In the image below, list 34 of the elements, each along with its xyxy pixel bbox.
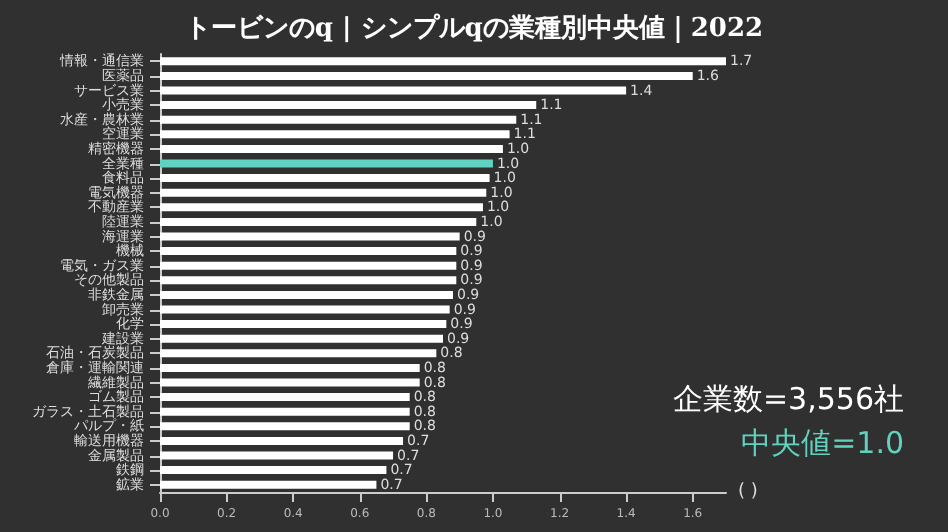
bar bbox=[160, 144, 503, 153]
bar bbox=[160, 203, 483, 212]
bar bbox=[160, 71, 693, 80]
bar bbox=[160, 334, 443, 343]
bar bbox=[160, 261, 457, 270]
bar bbox=[160, 188, 487, 197]
bar bbox=[160, 130, 510, 139]
bar bbox=[160, 217, 477, 226]
bar bbox=[160, 276, 457, 285]
bar bbox=[160, 320, 447, 329]
bar bbox=[160, 101, 537, 110]
bar bbox=[160, 57, 726, 66]
bar bbox=[160, 159, 493, 168]
x-axis-title: ( ) bbox=[738, 482, 758, 502]
bar bbox=[160, 436, 404, 445]
bar bbox=[160, 422, 410, 431]
bar bbox=[160, 290, 453, 299]
bar bbox=[160, 115, 517, 124]
bar bbox=[160, 363, 420, 372]
bar bbox=[160, 174, 490, 183]
bar bbox=[160, 232, 460, 241]
chart-title: トービンのq | シンプルqの業種別中央値｜2022 bbox=[184, 12, 764, 44]
bar bbox=[160, 349, 437, 358]
text: 中央値=1.0 bbox=[741, 425, 905, 461]
bar bbox=[160, 393, 410, 402]
bar bbox=[160, 305, 450, 314]
bar bbox=[160, 407, 410, 416]
annotation: 企業数=3,556社 bbox=[672, 381, 905, 417]
bar bbox=[160, 466, 387, 475]
bar bbox=[160, 451, 394, 460]
bar bbox=[160, 480, 377, 489]
bar bbox=[160, 86, 627, 95]
bar bbox=[160, 378, 420, 387]
bar bbox=[160, 247, 457, 256]
